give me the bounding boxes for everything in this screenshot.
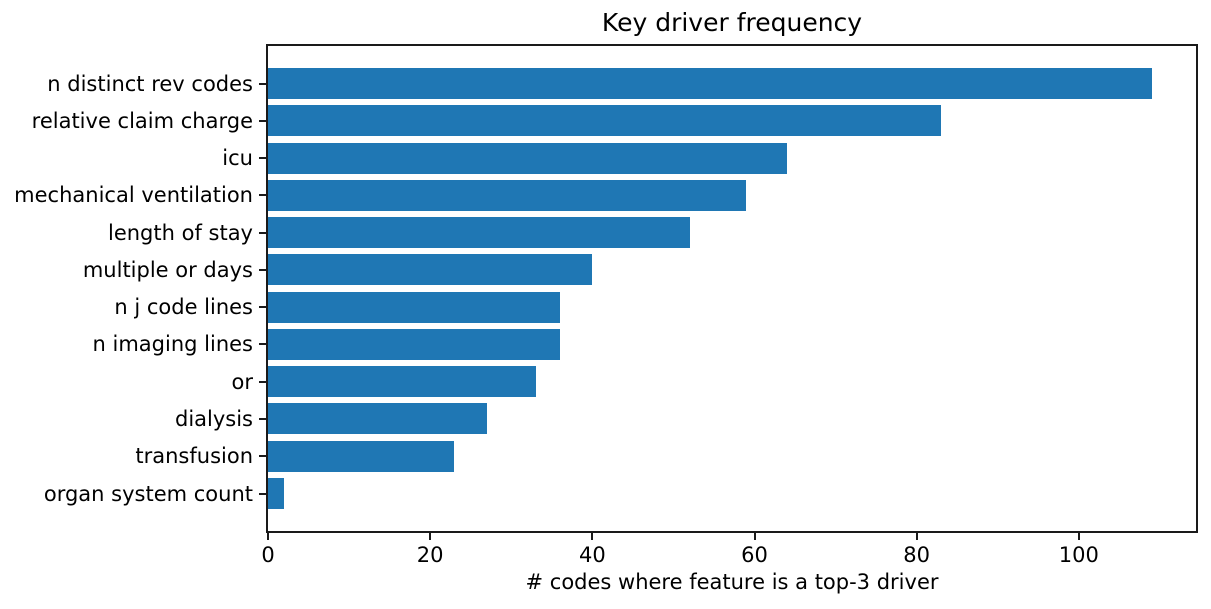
y-tick-mark (259, 380, 266, 383)
y-tick-mark (259, 343, 266, 346)
y-tick-label: n imaging lines (92, 332, 253, 357)
y-tick-mark (259, 82, 266, 85)
y-tick-mark (259, 119, 266, 122)
bar (268, 403, 487, 435)
x-tick-mark (591, 533, 594, 540)
x-tick-mark (429, 533, 432, 540)
x-tick-mark (267, 533, 269, 540)
y-tick-mark (259, 231, 266, 234)
plot-area (259, 44, 1198, 540)
y-tick-mark (259, 306, 266, 309)
y-tick-label: n j code lines (114, 295, 253, 320)
y-tick-label: length of stay (107, 220, 253, 245)
y-tick-label: multiple or days (82, 257, 253, 282)
bar (268, 105, 941, 137)
x-tick-mark (753, 533, 756, 540)
y-tick-mark (259, 157, 266, 160)
bar (268, 68, 1152, 99)
bar (268, 291, 560, 323)
bar (268, 179, 747, 211)
y-tick-mark (259, 417, 266, 420)
y-tick-mark (259, 194, 266, 197)
y-tick-label: transfusion (135, 444, 253, 469)
x-tick-label: 60 (741, 543, 768, 567)
bar (268, 478, 285, 509)
x-tick-label: 0 (261, 543, 275, 567)
y-tick-mark (259, 268, 266, 271)
y-tick-label: dialysis (174, 406, 253, 431)
x-axis-label: # codes where feature is a top-3 driver (525, 570, 939, 594)
y-tick-label: icu (222, 146, 253, 171)
y-tick-label: relative claim charge (31, 108, 253, 133)
x-tick-mark (915, 533, 918, 540)
chart-title: Key driver frequency (601, 8, 863, 37)
y-tick-label: or (231, 369, 253, 394)
bar (268, 328, 560, 360)
y-tick-label: organ system count (43, 481, 253, 506)
x-tick-label: 20 (416, 543, 444, 567)
bar (268, 217, 690, 249)
x-tick-label: 80 (903, 543, 931, 567)
bar (268, 440, 455, 472)
x-tick-label: 100 (1058, 543, 1099, 567)
y-tick-mark (259, 492, 266, 495)
bar (268, 366, 536, 398)
y-tick-label: n distinct rev codes (47, 71, 253, 96)
x-tick-label: 40 (578, 543, 606, 567)
x-tick-mark (1077, 533, 1080, 540)
y-tick-mark (259, 455, 266, 458)
y-tick-label: mechanical ventilation (14, 183, 253, 208)
bar (268, 254, 593, 286)
bar (268, 142, 787, 174)
